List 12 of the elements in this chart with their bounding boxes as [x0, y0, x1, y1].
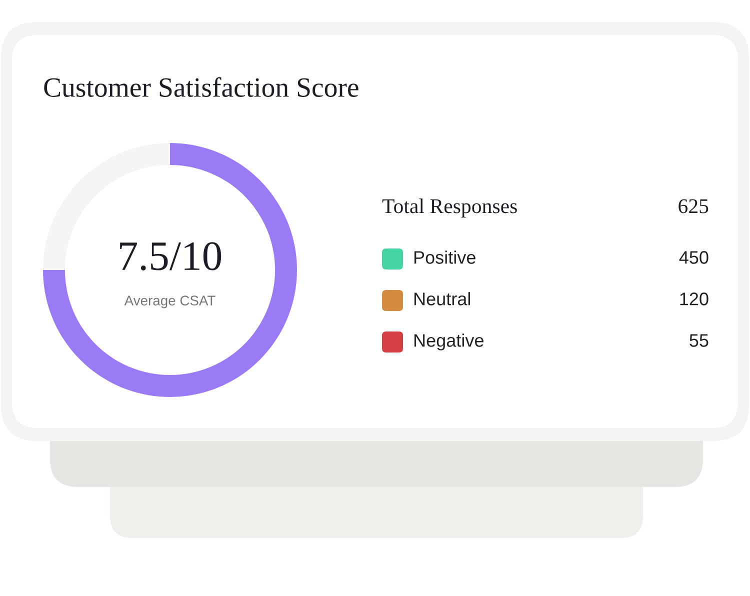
category-label: Negative: [414, 334, 484, 350]
text: 625: [678, 199, 708, 214]
data-label: 55: [690, 334, 708, 347]
text: 7.5/10: [120, 242, 222, 270]
category-label: Positive: [414, 250, 476, 264]
category-label: Neutral: [414, 292, 470, 306]
donut-slice: [43, 143, 297, 397]
chart-title: Customer Satisfaction Score: [44, 77, 358, 97]
data-label: 120: [680, 292, 708, 306]
text: Average CSAT: [124, 296, 216, 308]
text: Total Responses: [382, 198, 517, 218]
data-label: 450: [679, 251, 708, 264]
